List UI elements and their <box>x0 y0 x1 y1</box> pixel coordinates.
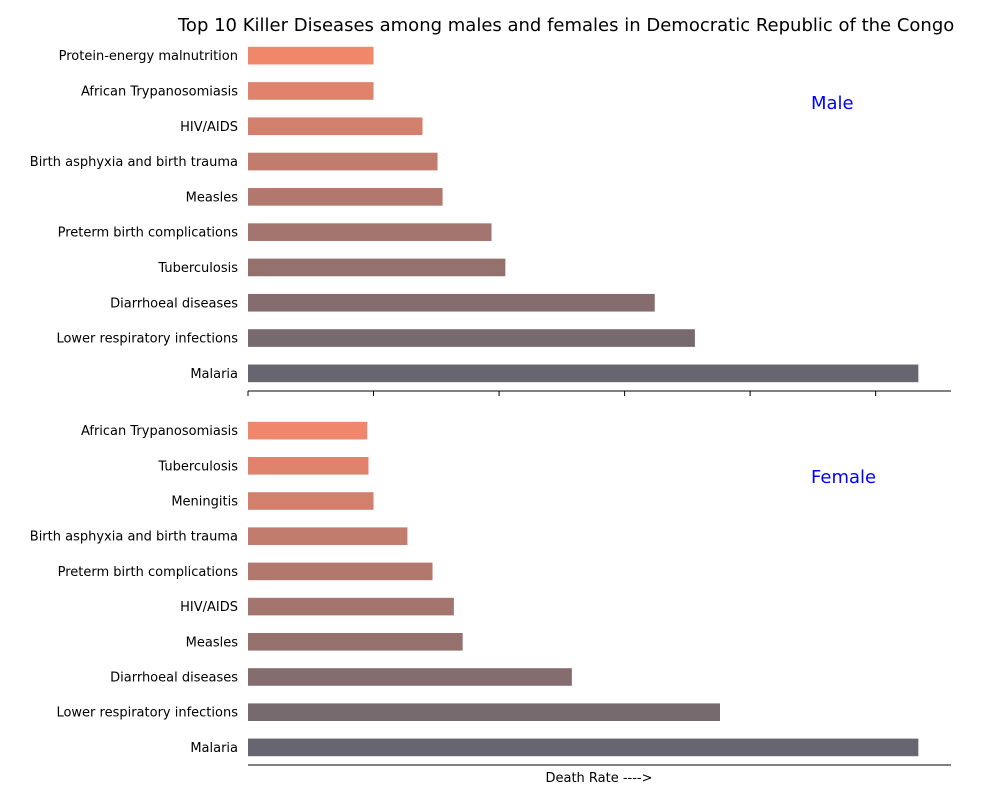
y-tick-label: Meningitis <box>171 495 238 510</box>
y-tick-label: Diarrhoeal diseases <box>110 296 238 311</box>
y-tick-label: Malaria <box>190 367 238 382</box>
y-tick-label: Tuberculosis <box>157 261 238 276</box>
y-tick-label: Diarrhoeal diseases <box>110 671 238 686</box>
y-tick-label: Measles <box>186 190 239 205</box>
bar <box>248 421 368 440</box>
y-tick-label: African Trypanosomiasis <box>81 84 238 99</box>
bar <box>248 258 506 277</box>
panels-layer: Protein-energy malnutrition African Trypa… <box>30 46 951 766</box>
bar <box>248 633 463 651</box>
bar <box>248 152 438 171</box>
bar <box>248 597 454 616</box>
y-tick-label: Malaria <box>190 741 238 756</box>
y-tick-label: HIV/AIDS <box>180 120 238 135</box>
bar <box>248 703 721 721</box>
panel-male: Protein-energy malnutrition African Trypa… <box>30 46 951 396</box>
bar <box>248 46 374 65</box>
y-tick-label: African Trypanosomiasis <box>81 424 238 439</box>
bar <box>248 82 374 100</box>
panel-label: Male <box>811 93 854 114</box>
bar <box>248 668 572 686</box>
bar <box>248 364 919 383</box>
bar <box>248 457 369 475</box>
bar <box>248 188 443 206</box>
y-tick-label: Tuberculosis <box>157 459 238 474</box>
y-tick-label: Preterm birth complications <box>58 226 239 241</box>
panel-label: Female <box>811 467 876 488</box>
y-tick-label: HIV/AIDS <box>180 600 238 615</box>
bar <box>248 329 695 347</box>
y-tick-label: Birth asphyxia and birth trauma <box>30 530 238 545</box>
y-tick-label: Lower respiratory infections <box>56 706 238 721</box>
panel-female: African Trypanosomiasis Tuberculosis Menin… <box>30 421 951 766</box>
bar <box>248 223 492 241</box>
y-tick-label: Protein-energy malnutrition <box>59 49 238 64</box>
bar <box>248 738 919 757</box>
bar <box>248 527 408 545</box>
chart-title: Top 10 Killer Diseases among males and f… <box>177 15 954 36</box>
bar <box>248 562 433 581</box>
x-axis-title: Death Rate ----> <box>545 771 652 786</box>
y-tick-label: Birth asphyxia and birth trauma <box>30 155 238 170</box>
bar <box>248 492 374 510</box>
y-tick-label: Preterm birth complications <box>58 565 239 580</box>
y-tick-label: Measles <box>186 635 239 650</box>
bar <box>248 117 423 136</box>
y-tick-label: Lower respiratory infections <box>56 332 238 347</box>
bar <box>248 293 655 312</box>
